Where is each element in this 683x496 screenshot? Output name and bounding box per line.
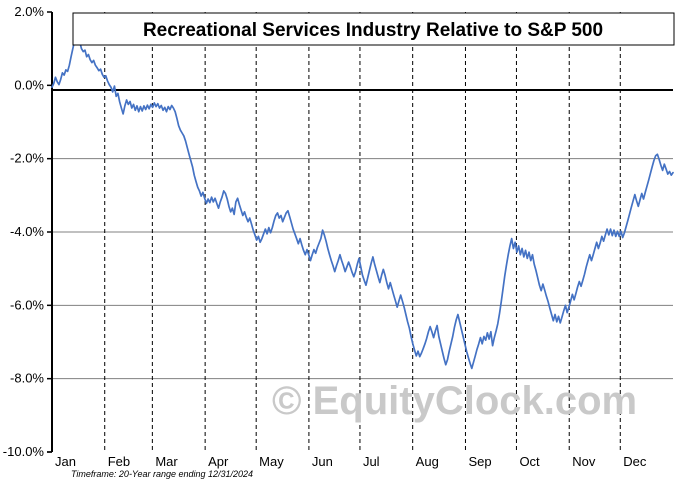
x-axis-month-label: Jun	[312, 454, 333, 469]
data-series-line	[51, 36, 674, 370]
y-axis-tick-label: 2.0%	[14, 4, 44, 19]
x-axis-month-label: Jan	[55, 454, 76, 469]
y-axis-tick-label: -6.0%	[10, 297, 44, 312]
x-axis-month-label: Dec	[623, 454, 647, 469]
x-axis-month-labels: Jan Feb Mar Apr May Jun Jul Aug Sep Oct Nov Dec	[55, 454, 647, 469]
x-axis-month-label: Nov	[572, 454, 596, 469]
x-axis-month-label: Sep	[468, 454, 491, 469]
x-axis-month-label: Mar	[155, 454, 178, 469]
y-axis-tick-label: -4.0%	[10, 224, 44, 239]
x-axis-month-label: Aug	[416, 454, 439, 469]
watermark: © EquityClock.com	[272, 379, 637, 423]
x-axis-month-label: Feb	[108, 454, 130, 469]
y-axis-tick-label: -10.0%	[3, 444, 45, 459]
y-axis-tick-label: 0.0%	[14, 77, 44, 92]
x-axis-month-label: Oct	[519, 454, 540, 469]
chart-title-box: Recreational Services Industry Relative …	[72, 12, 675, 46]
title-box-frame	[72, 12, 675, 46]
y-axis-tick-labels: 2.0% 0.0% -2.0% -4.0% -6.0% -8.0% -10.0%	[3, 4, 45, 459]
watermark-text: © EquityClock.com	[272, 379, 637, 423]
x-axis-month-label: May	[259, 454, 284, 469]
y-axis-tick-label: -8.0%	[10, 371, 44, 386]
y-axis-ticks	[47, 11, 52, 453]
page-title: Recreational Services Industry Relative …	[143, 20, 603, 41]
x-axis-month-label: Jul	[363, 454, 380, 469]
y-axis-tick-label: -2.0%	[10, 151, 44, 166]
timeframe-footnote: Timeframe: 20-Year range ending 12/31/20…	[71, 469, 253, 479]
x-axis-month-label: Apr	[208, 454, 229, 469]
